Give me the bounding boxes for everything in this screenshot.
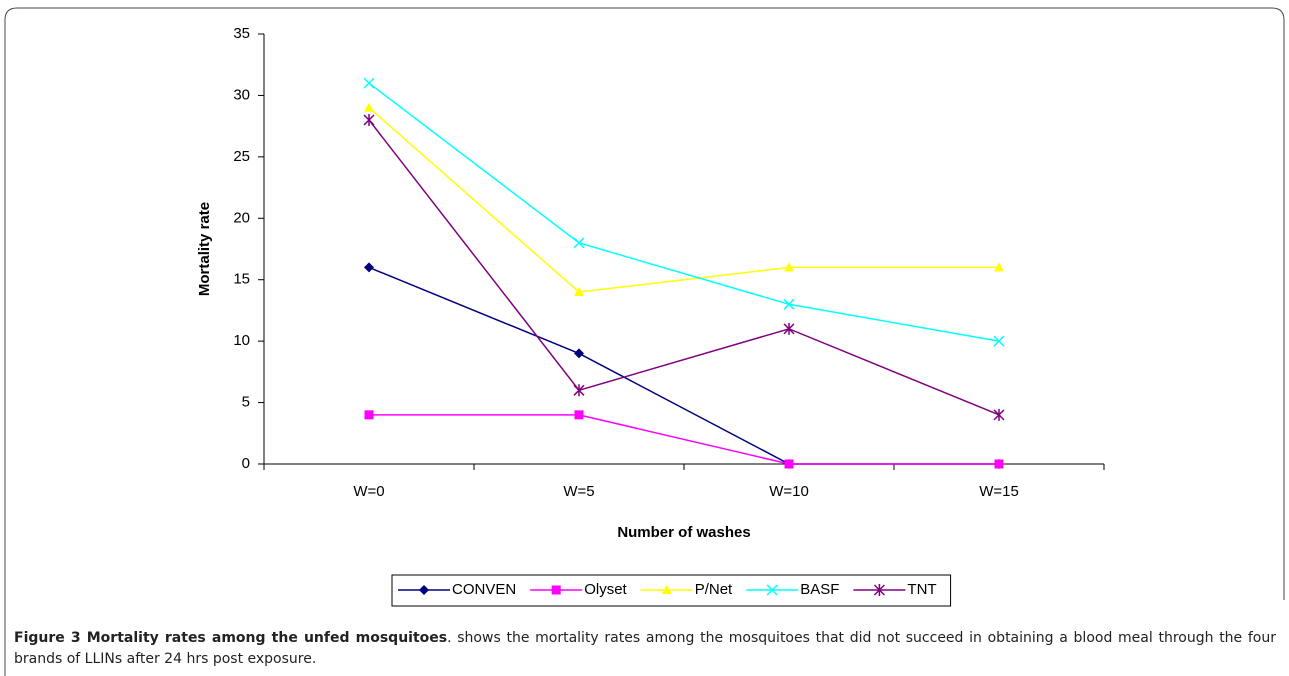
- y-tick-label: 30: [233, 86, 250, 103]
- series-line: [368, 107, 999, 293]
- marker: [574, 410, 584, 420]
- marker: [661, 585, 672, 594]
- marker: [419, 585, 429, 595]
- x-tick-label: W=0: [353, 483, 384, 500]
- marker: [574, 287, 584, 296]
- y-tick-label: 15: [233, 271, 250, 288]
- marker: [784, 459, 794, 469]
- legend-label: BASF: [800, 581, 839, 598]
- marker: [363, 114, 375, 126]
- x-tick-label: W=15: [979, 483, 1019, 500]
- marker: [363, 77, 375, 89]
- marker: [551, 585, 561, 595]
- marker: [364, 410, 374, 420]
- series-line: [368, 82, 1000, 342]
- legend-label: P/Net: [695, 581, 733, 598]
- frame: [4, 7, 1285, 676]
- series-line: [368, 266, 999, 465]
- marker: [993, 408, 1005, 421]
- marker: [573, 384, 585, 397]
- marker: [783, 298, 795, 310]
- marker: [573, 237, 585, 249]
- marker: [364, 102, 374, 112]
- series-line: [369, 414, 999, 465]
- marker: [994, 459, 1004, 469]
- y-tick-label: 0: [242, 455, 250, 472]
- legend: CONVEN Olyset P/Net BASF TNT: [391, 574, 952, 607]
- marker: [364, 262, 374, 273]
- caption-label: Figure 3 Mortality rates among the unfed…: [14, 630, 448, 646]
- legend-label: TNT: [907, 581, 936, 598]
- legend-box: [391, 574, 952, 607]
- legend-label: CONVEN: [452, 581, 516, 598]
- marker: [783, 322, 795, 335]
- y-tick-label: 35: [233, 25, 250, 42]
- caption: Figure 3 Mortality rates among the unfed…: [14, 628, 1276, 670]
- marker: [873, 584, 885, 596]
- marker: [766, 584, 778, 596]
- marker: [574, 348, 584, 359]
- x-tick-label: W=10: [769, 483, 809, 500]
- series-line: [368, 119, 1000, 416]
- y-tick-label: 20: [233, 209, 250, 226]
- x-tick-label: W=5: [563, 483, 594, 500]
- y-tick-label: 10: [233, 332, 250, 349]
- caption-text: . shows the mortality rates among the mo…: [14, 630, 1276, 667]
- y-axis-label: Mortality rate: [196, 202, 213, 296]
- legend-label: Olyset: [584, 581, 627, 598]
- x-axis-label: Number of washes: [617, 524, 750, 541]
- marker: [994, 262, 1004, 272]
- y-tick-label: 5: [242, 394, 250, 411]
- marker: [784, 262, 794, 272]
- y-tick-label: 25: [233, 148, 250, 165]
- marker: [993, 335, 1005, 347]
